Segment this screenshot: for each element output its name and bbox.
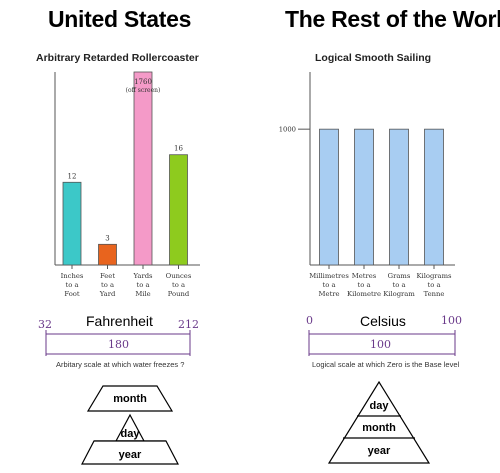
bar — [169, 154, 188, 266]
pyramid-bottom-label: year — [119, 449, 142, 461]
data-label: 3 — [105, 234, 109, 242]
x-tick-label: Kilogram — [383, 290, 415, 298]
x-tick-label: Foot — [64, 290, 80, 298]
x-tick-label: to a — [172, 281, 185, 289]
x-tick-label: to a — [136, 281, 149, 289]
bar — [354, 128, 374, 266]
bar — [133, 71, 153, 266]
bar — [424, 128, 444, 266]
pyramid-bottom-label: year — [368, 445, 391, 457]
left-heading: United States — [48, 6, 192, 32]
fahrenheit-low-value: 32 — [38, 318, 52, 331]
pyramid-top-label: day — [370, 400, 390, 412]
x-tick-label: to a — [65, 281, 78, 289]
data-label: 16 — [174, 145, 183, 153]
x-tick-label: Inches — [61, 272, 84, 280]
fahrenheit-high-value: 212 — [178, 318, 199, 331]
celsius-caption: Logical scale at which Zero is the Base … — [312, 360, 460, 369]
bar — [62, 181, 82, 266]
left-chart-title: Arbitrary Retarded Rollercoaster — [36, 52, 199, 64]
us-date-pyramid: month day year — [81, 385, 179, 465]
bar — [389, 128, 409, 266]
x-tick-label: Kilometre — [347, 290, 381, 298]
celsius-range-bracket — [308, 330, 456, 356]
x-tick-label: Metre — [319, 290, 340, 298]
data-label: 12 — [68, 172, 77, 180]
world-date-pyramid: day month year — [327, 380, 431, 464]
x-tick-label: Ounces — [166, 272, 192, 280]
x-tick-label: Feet — [100, 272, 115, 280]
x-tick-label: Grams — [388, 272, 411, 280]
x-tick-label: to a — [322, 281, 335, 289]
celsius-high-value: 100 — [441, 314, 462, 327]
data-annotation: (off screen) — [126, 87, 161, 94]
x-tick-label: Metres — [352, 272, 377, 280]
data-label: 1760 — [134, 78, 152, 86]
pyramid-top-label: month — [113, 393, 147, 405]
pyramid-middle-label: day — [121, 428, 141, 440]
x-tick-label: to a — [101, 281, 114, 289]
fahrenheit-range-bracket — [45, 330, 191, 356]
fahrenheit-caption: Arbitary scale at which water freezes ? — [56, 360, 185, 369]
x-tick-label: Mile — [135, 290, 150, 298]
pyramid-outline — [327, 380, 431, 464]
pyramid-bottom-tier: year — [81, 440, 179, 465]
bar — [319, 128, 339, 266]
x-tick-label: Yards — [132, 272, 153, 280]
fahrenheit-span-value: 180 — [108, 338, 129, 351]
x-tick-label: to a — [357, 281, 370, 289]
x-tick-label: Pound — [168, 290, 190, 298]
x-tick-label: to a — [427, 281, 440, 289]
right-heading: The Rest of the World — [285, 6, 500, 32]
celsius-low-value: 0 — [306, 314, 313, 327]
pyramid-middle-label: month — [362, 422, 396, 434]
bar — [98, 243, 117, 266]
x-tick-label: Tenne — [424, 290, 445, 298]
x-tick-label: to a — [392, 281, 405, 289]
x-tick-label: Yard — [99, 290, 116, 298]
pyramid-middle-tier: day — [94, 413, 166, 442]
x-tick-label: Kilograms — [416, 272, 452, 280]
celsius-span-value: 100 — [370, 338, 391, 351]
right-chart-title: Logical Smooth Sailing — [315, 52, 432, 64]
fahrenheit-label: Fahrenheit — [86, 313, 153, 329]
pyramid-top-tier: month — [86, 385, 174, 412]
y-tick-label: 1000 — [279, 126, 296, 134]
celsius-label: Celsius — [360, 313, 406, 329]
x-tick-label: Millimetres — [309, 272, 349, 280]
